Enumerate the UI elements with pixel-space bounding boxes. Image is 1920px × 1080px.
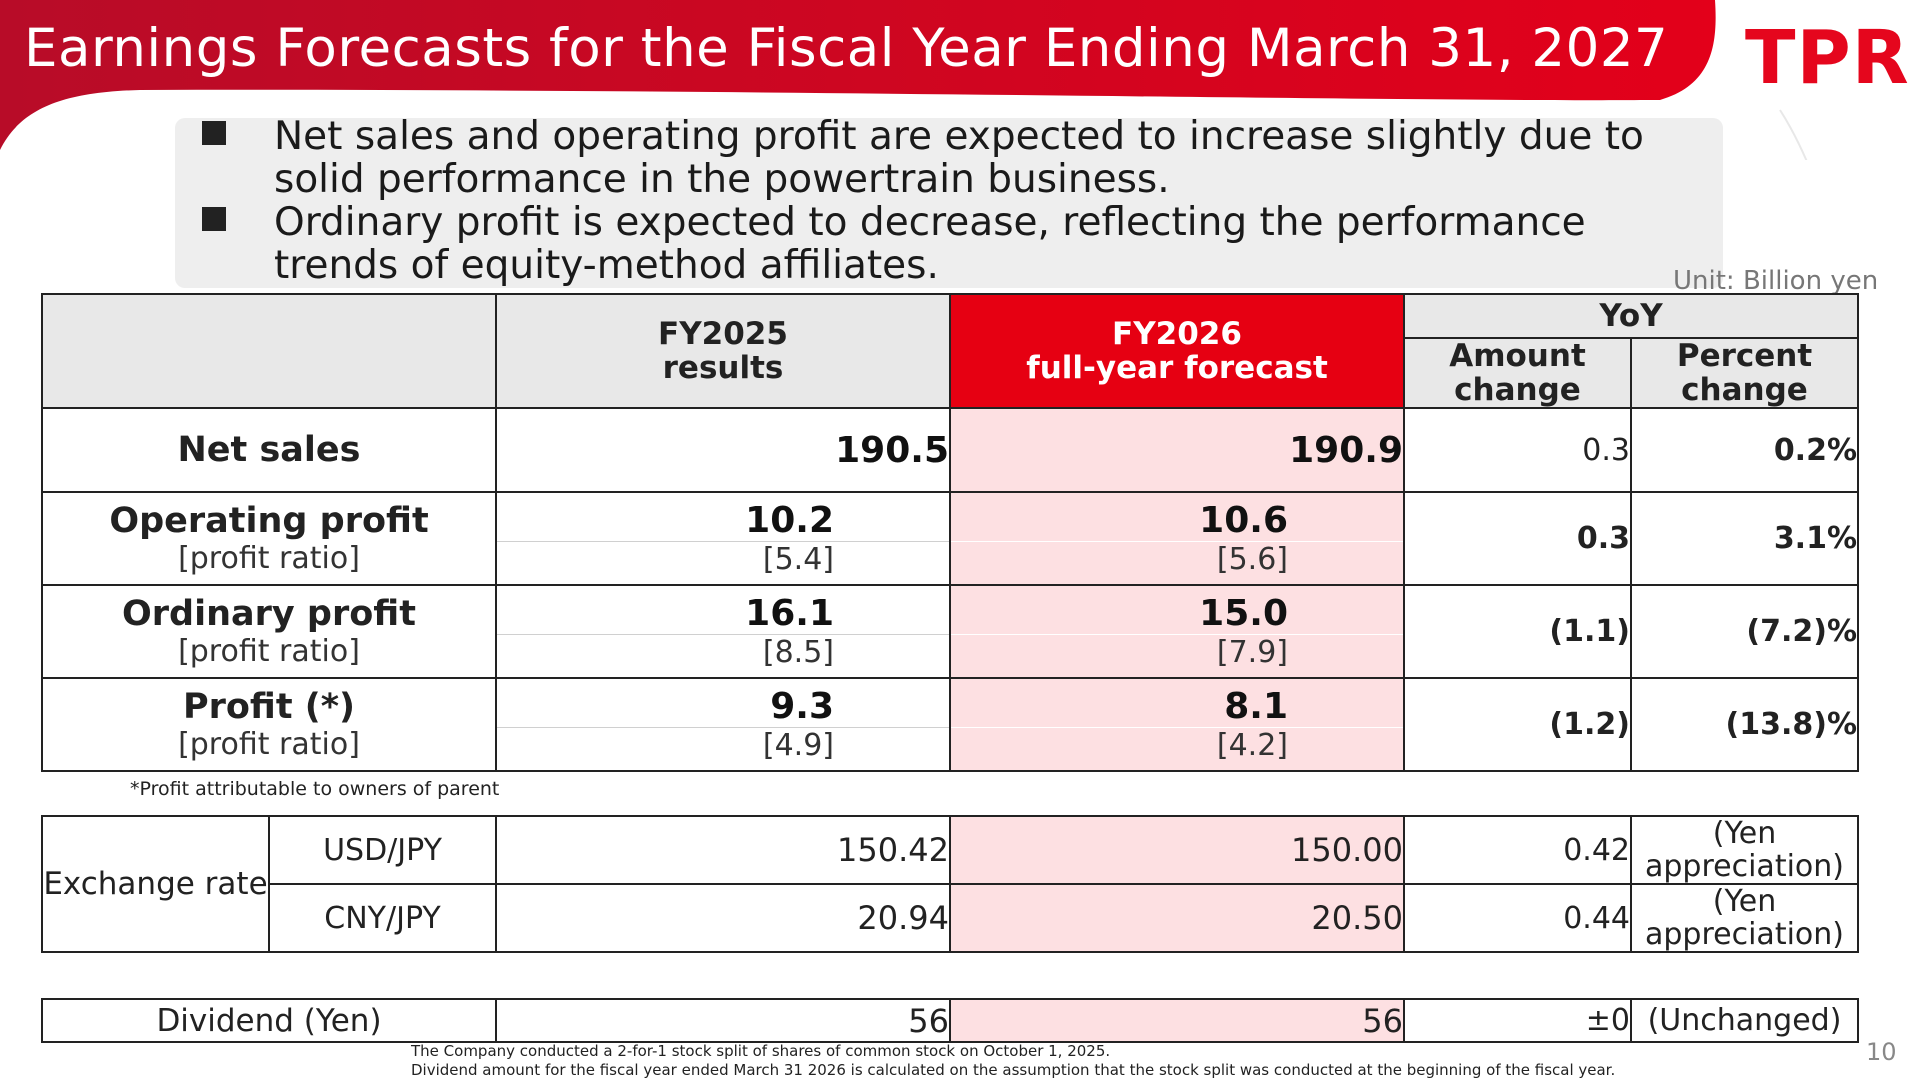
operating-profit-fy2026: 10.6 [5.6]	[949, 491, 1405, 586]
cny-jpy-amount-change: 0.44	[1403, 883, 1632, 953]
usd-jpy-note-line1: (Yen	[1712, 816, 1777, 851]
net-sales-percent-change: 0.2%	[1629, 407, 1860, 493]
ordinary-profit-percent-change: (7.2)%	[1629, 584, 1860, 679]
row-label-profit: Profit (*) [profit ratio]	[41, 677, 497, 772]
profit-amount-change: (1.2)	[1403, 677, 1632, 772]
profit-label: Profit (*)	[182, 687, 356, 727]
exchange-rate-label: Exchange rate	[41, 815, 270, 953]
header-fy2026-line2: full-year forecast	[1026, 350, 1328, 386]
ordinary-profit-fy2025-value: 16.1	[745, 593, 834, 634]
profit-percent-change: (13.8)%	[1629, 677, 1860, 772]
summary-box: Net sales and operating profit are expec…	[175, 114, 1723, 288]
profit-ratio-label: [profit ratio]	[178, 541, 360, 576]
cny-jpy-fy2026: 20.50	[949, 883, 1405, 953]
header-amount-change: Amount change	[1403, 337, 1632, 409]
dividend-footnote: Dividend amount for the fiscal year ende…	[411, 1061, 1616, 1079]
row-label-net-sales: Net sales	[41, 407, 497, 493]
header-yoy: YoY	[1402, 293, 1860, 339]
dividend-note: (Unchanged)	[1630, 998, 1859, 1043]
operating-profit-fy2026-value: 10.6	[1199, 500, 1288, 541]
table-row: Exchange rate USD/JPY 150.42 150.00 0.42…	[41, 815, 1859, 953]
profit-footnote: *Profit attributable to owners of parent	[130, 778, 500, 800]
bullet-text: Net sales and operating profit are expec…	[274, 114, 1644, 202]
ordinary-profit-amount-change: (1.1)	[1403, 584, 1632, 679]
tpr-logo: TPR	[1745, 15, 1910, 101]
stock-split-footnote: The Company conducted a 2-for-1 stock sp…	[411, 1042, 1111, 1060]
header-amount-line2: change	[1454, 372, 1581, 408]
dividend-fy2026: 56	[949, 998, 1405, 1043]
dividend-fy2025: 56	[495, 998, 951, 1043]
usd-jpy-amount-change: 0.42	[1403, 815, 1632, 885]
profit-fy2026-value: 8.1	[1224, 686, 1288, 727]
unit-label: Unit: Billion yen	[1673, 266, 1879, 296]
table-row: Dividend (Yen) 56 56 ±0 (Unchanged)	[41, 998, 1859, 1043]
operating-profit-percent-change: 3.1%	[1629, 491, 1860, 586]
header-percent-change: Percent change	[1629, 337, 1860, 409]
row-label-operating-profit: Operating profit [profit ratio]	[41, 491, 497, 586]
header-fy2025-line1: FY2025	[658, 316, 788, 352]
profit-fy2025: 9.3 [4.9]	[495, 677, 951, 772]
row-label-ordinary-profit: Ordinary profit [profit ratio]	[41, 584, 497, 679]
cny-jpy-note-line1: (Yen	[1712, 884, 1777, 919]
dividend-amount-change: ±0	[1403, 998, 1632, 1043]
profit-fy2025-value: 9.3	[770, 686, 834, 727]
usd-jpy-note: (Yen appreciation)	[1630, 815, 1859, 885]
dividend-label: Dividend (Yen)	[41, 998, 497, 1043]
square-bullet-icon	[202, 207, 226, 231]
ordinary-profit-fy2025: 16.1 [8.5]	[495, 584, 951, 679]
net-sales-amount-change: 0.3	[1403, 407, 1632, 493]
ordinary-profit-label: Ordinary profit	[122, 594, 416, 634]
header-fy2026: FY2026 full-year forecast	[949, 293, 1405, 409]
header-percent-line1: Percent	[1676, 338, 1813, 374]
header-fy2025: FY2025 results	[495, 293, 951, 409]
operating-profit-fy2025-ratio: [5.4]	[497, 541, 949, 577]
ordinary-profit-fy2026: 15.0 [7.9]	[949, 584, 1405, 679]
header-fy2026-line1: FY2026	[1112, 316, 1242, 352]
header-blank	[41, 293, 497, 409]
header-fy2025-line2: results	[662, 350, 784, 386]
cny-jpy-note-line2: appreciation)	[1645, 917, 1844, 952]
net-sales-fy2025: 190.5	[495, 407, 951, 493]
earnings-table: FY2025 results FY2026 full-year forecast…	[41, 293, 1860, 772]
operating-profit-fy2025: 10.2 [5.4]	[495, 491, 951, 586]
cny-jpy-note: (Yen appreciation)	[1630, 883, 1859, 953]
profit-fy2026-ratio: [4.2]	[951, 727, 1403, 763]
profit-ratio-label: [profit ratio]	[178, 727, 360, 762]
net-sales-fy2026: 190.9	[949, 407, 1405, 493]
ordinary-profit-fy2026-ratio: [7.9]	[951, 634, 1403, 670]
operating-profit-amount-change: 0.3	[1403, 491, 1632, 586]
profit-fy2026: 8.1 [4.2]	[949, 677, 1405, 772]
profit-fy2025-ratio: [4.9]	[497, 727, 949, 763]
table-row: Ordinary profit [profit ratio] 16.1 [8.5…	[41, 584, 1860, 679]
header-amount-line1: Amount	[1449, 338, 1586, 374]
bullet-text: Ordinary profit is expected to decrease,…	[274, 200, 1586, 288]
table-row: Net sales 190.5 190.9 0.3 0.2%	[41, 407, 1860, 493]
exchange-rate-table: Exchange rate USD/JPY 150.42 150.00 0.42…	[41, 815, 1859, 953]
dividend-table: Dividend (Yen) 56 56 ±0 (Unchanged)	[41, 998, 1859, 1043]
page-number: 10	[1866, 1038, 1897, 1066]
usd-jpy-fy2026: 150.00	[949, 815, 1405, 885]
operating-profit-fy2026-ratio: [5.6]	[951, 541, 1403, 577]
ordinary-profit-fy2026-value: 15.0	[1199, 593, 1288, 634]
square-bullet-icon	[202, 121, 226, 145]
table-row: CNY/JPY 20.94 20.50 0.44 (Yen appreciati…	[42, 883, 1859, 953]
table-row: Profit (*) [profit ratio] 9.3 [4.9] 8.1 …	[41, 677, 1860, 772]
ordinary-profit-fy2025-ratio: [8.5]	[497, 634, 949, 670]
operating-profit-fy2025-value: 10.2	[745, 500, 834, 541]
cny-jpy-label: CNY/JPY	[268, 883, 497, 953]
table-row: Operating profit [profit ratio] 10.2 [5.…	[41, 491, 1860, 586]
header-percent-line2: change	[1681, 372, 1808, 408]
usd-jpy-note-line2: appreciation)	[1645, 849, 1844, 884]
operating-profit-label: Operating profit	[109, 501, 429, 541]
cny-jpy-fy2025: 20.94	[495, 883, 951, 953]
page-title: Earnings Forecasts for the Fiscal Year E…	[24, 18, 1669, 79]
profit-ratio-label: [profit ratio]	[178, 634, 360, 669]
title-banner	[0, 0, 1808, 160]
usd-jpy-label: USD/JPY	[268, 815, 497, 885]
usd-jpy-fy2025: 150.42	[495, 815, 951, 885]
